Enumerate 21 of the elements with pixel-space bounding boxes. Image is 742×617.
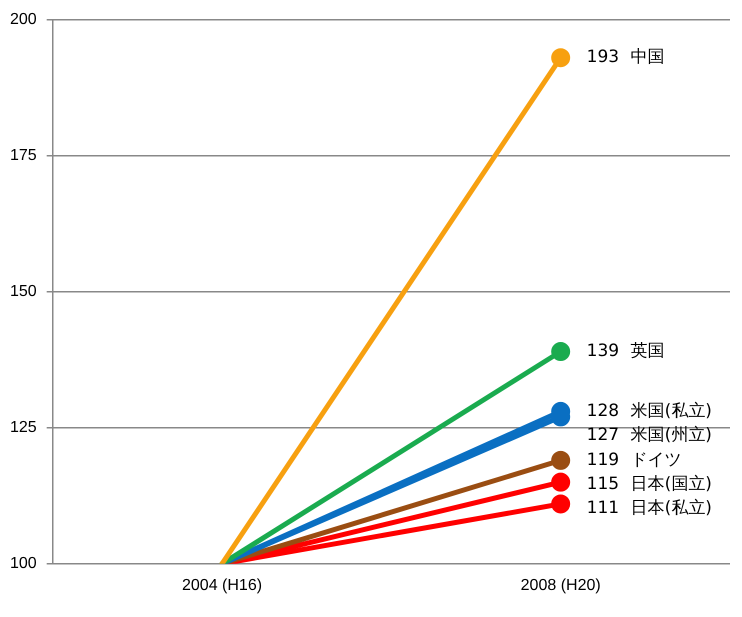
text: 日本(私立) [630, 498, 712, 518]
text: 中国 [630, 47, 665, 68]
text: 米国(州立) [630, 424, 712, 445]
data-label: 111 [586, 498, 620, 518]
text: 日本(国立) [630, 474, 712, 494]
data-label: 193 [586, 47, 620, 68]
data-label: 119 [586, 450, 620, 470]
text: 英国 [630, 340, 665, 361]
text: ドイツ [630, 450, 682, 470]
y-tick-label: 200 [10, 11, 37, 28]
x-tick-label: 2004 (H16) [182, 576, 262, 594]
data-label: 127 [586, 424, 620, 445]
y-tick-label: 125 [10, 419, 37, 436]
y-tick-label: 100 [10, 555, 37, 572]
y-tick-label: 150 [10, 283, 37, 300]
data-label: 139 [586, 340, 620, 361]
y-tick-label: 175 [10, 147, 37, 164]
text: 米国(私立) [630, 400, 712, 421]
data-label: 128 [586, 400, 620, 421]
x-tick-label: 2008 (H20) [520, 576, 601, 594]
data-label: 115 [586, 474, 620, 494]
